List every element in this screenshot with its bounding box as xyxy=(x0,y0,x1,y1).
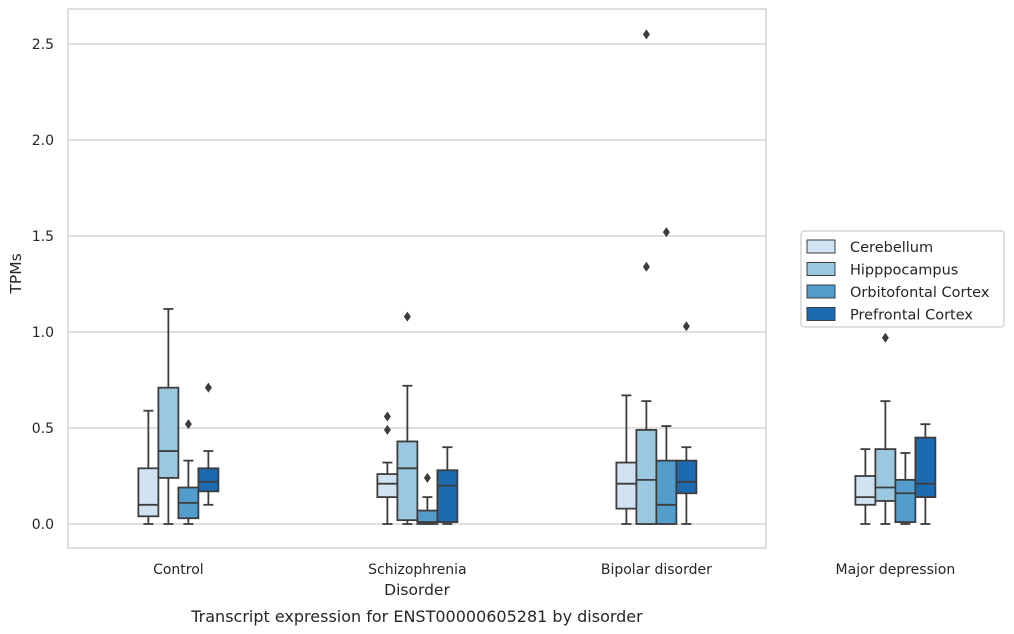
outlier-point xyxy=(383,411,391,422)
box-hipppocampus xyxy=(396,311,419,525)
outlier-point xyxy=(682,321,690,332)
legend-entry: Orbitofontal Cortex xyxy=(850,285,990,301)
box-iqr xyxy=(675,459,698,495)
box-iqr xyxy=(157,386,180,479)
box-iqr xyxy=(655,459,678,525)
outlier-point xyxy=(642,261,650,272)
outlier-point xyxy=(423,472,431,483)
box-prefrontal-cortex xyxy=(914,303,937,525)
plot-frame xyxy=(67,8,767,549)
x-axis-ticks: Control Schizophrenia Bipolar disorder Majo… xyxy=(153,562,955,578)
y-tick-label: 0.0 xyxy=(32,517,54,533)
legend-swatch xyxy=(806,239,836,254)
box-prefrontal-cortex xyxy=(675,321,698,525)
outlier-point xyxy=(881,332,889,343)
legend-swatch xyxy=(806,307,836,321)
box-iqr xyxy=(894,478,917,523)
box-iqr xyxy=(615,461,638,510)
y-tick-label: 0.5 xyxy=(32,421,54,437)
box-iqr xyxy=(874,448,897,502)
box-iqr xyxy=(854,475,877,506)
box-iqr xyxy=(197,467,220,493)
box-hipppocampus xyxy=(874,298,897,525)
legend-swatch xyxy=(806,262,836,276)
box-iqr xyxy=(914,436,937,499)
y-tick-label: 2.0 xyxy=(32,133,54,149)
box-orbitofontal-cortex xyxy=(416,472,439,525)
outlier-point xyxy=(204,382,212,393)
box-prefrontal-cortex xyxy=(436,446,459,525)
legend-frame xyxy=(800,230,1005,328)
box-iqr xyxy=(137,467,160,518)
y-tick-label: 2.5 xyxy=(32,37,54,53)
legend: Cerebellum Hipppocampus Orbitofontal Corte… xyxy=(800,230,1005,328)
legend-entry: Prefrontal Cortex xyxy=(850,308,973,324)
chart-caption: Transcript expression for ENST0000060528… xyxy=(190,607,643,626)
x-tick-label: Major depression xyxy=(836,562,956,578)
box-orbitofontal-cortex xyxy=(177,419,200,525)
box-iqr xyxy=(436,469,459,523)
y-axis-label: TPMs xyxy=(7,253,25,294)
outlier-point xyxy=(403,311,411,322)
x-tick-label: Bipolar disorder xyxy=(601,562,712,578)
box-orbitofontal-cortex xyxy=(655,227,678,525)
x-tick-label: Control xyxy=(153,562,204,578)
x-tick-label: Schizophrenia xyxy=(368,562,466,578)
box-hipppocampus xyxy=(157,308,180,525)
outlier-point xyxy=(383,424,391,435)
outlier-point xyxy=(642,29,650,40)
box-iqr xyxy=(635,429,658,525)
outlier-point xyxy=(662,227,670,238)
box-cerebellum xyxy=(854,448,877,525)
y-axis-ticks: 0.0 0.5 1.0 1.5 2.0 2.5 xyxy=(32,37,54,533)
box-prefrontal-cortex xyxy=(197,382,220,506)
box-cerebellum xyxy=(615,394,638,525)
box-hipppocampus xyxy=(635,29,658,525)
outlier-point xyxy=(184,419,192,430)
x-axis-label: Disorder xyxy=(384,581,450,599)
box-iqr xyxy=(396,440,419,522)
y-tick-label: 1.5 xyxy=(32,229,54,245)
legend-swatch xyxy=(806,284,836,299)
legend-entry: Hipppocampus xyxy=(850,263,958,279)
y-tick-label: 1.0 xyxy=(32,325,54,341)
legend-entry: Cerebellum xyxy=(850,240,933,256)
box-iqr xyxy=(376,473,399,499)
box-groups xyxy=(137,29,937,525)
box-orbitofontal-cortex xyxy=(894,452,917,525)
box-cerebellum xyxy=(137,409,160,525)
